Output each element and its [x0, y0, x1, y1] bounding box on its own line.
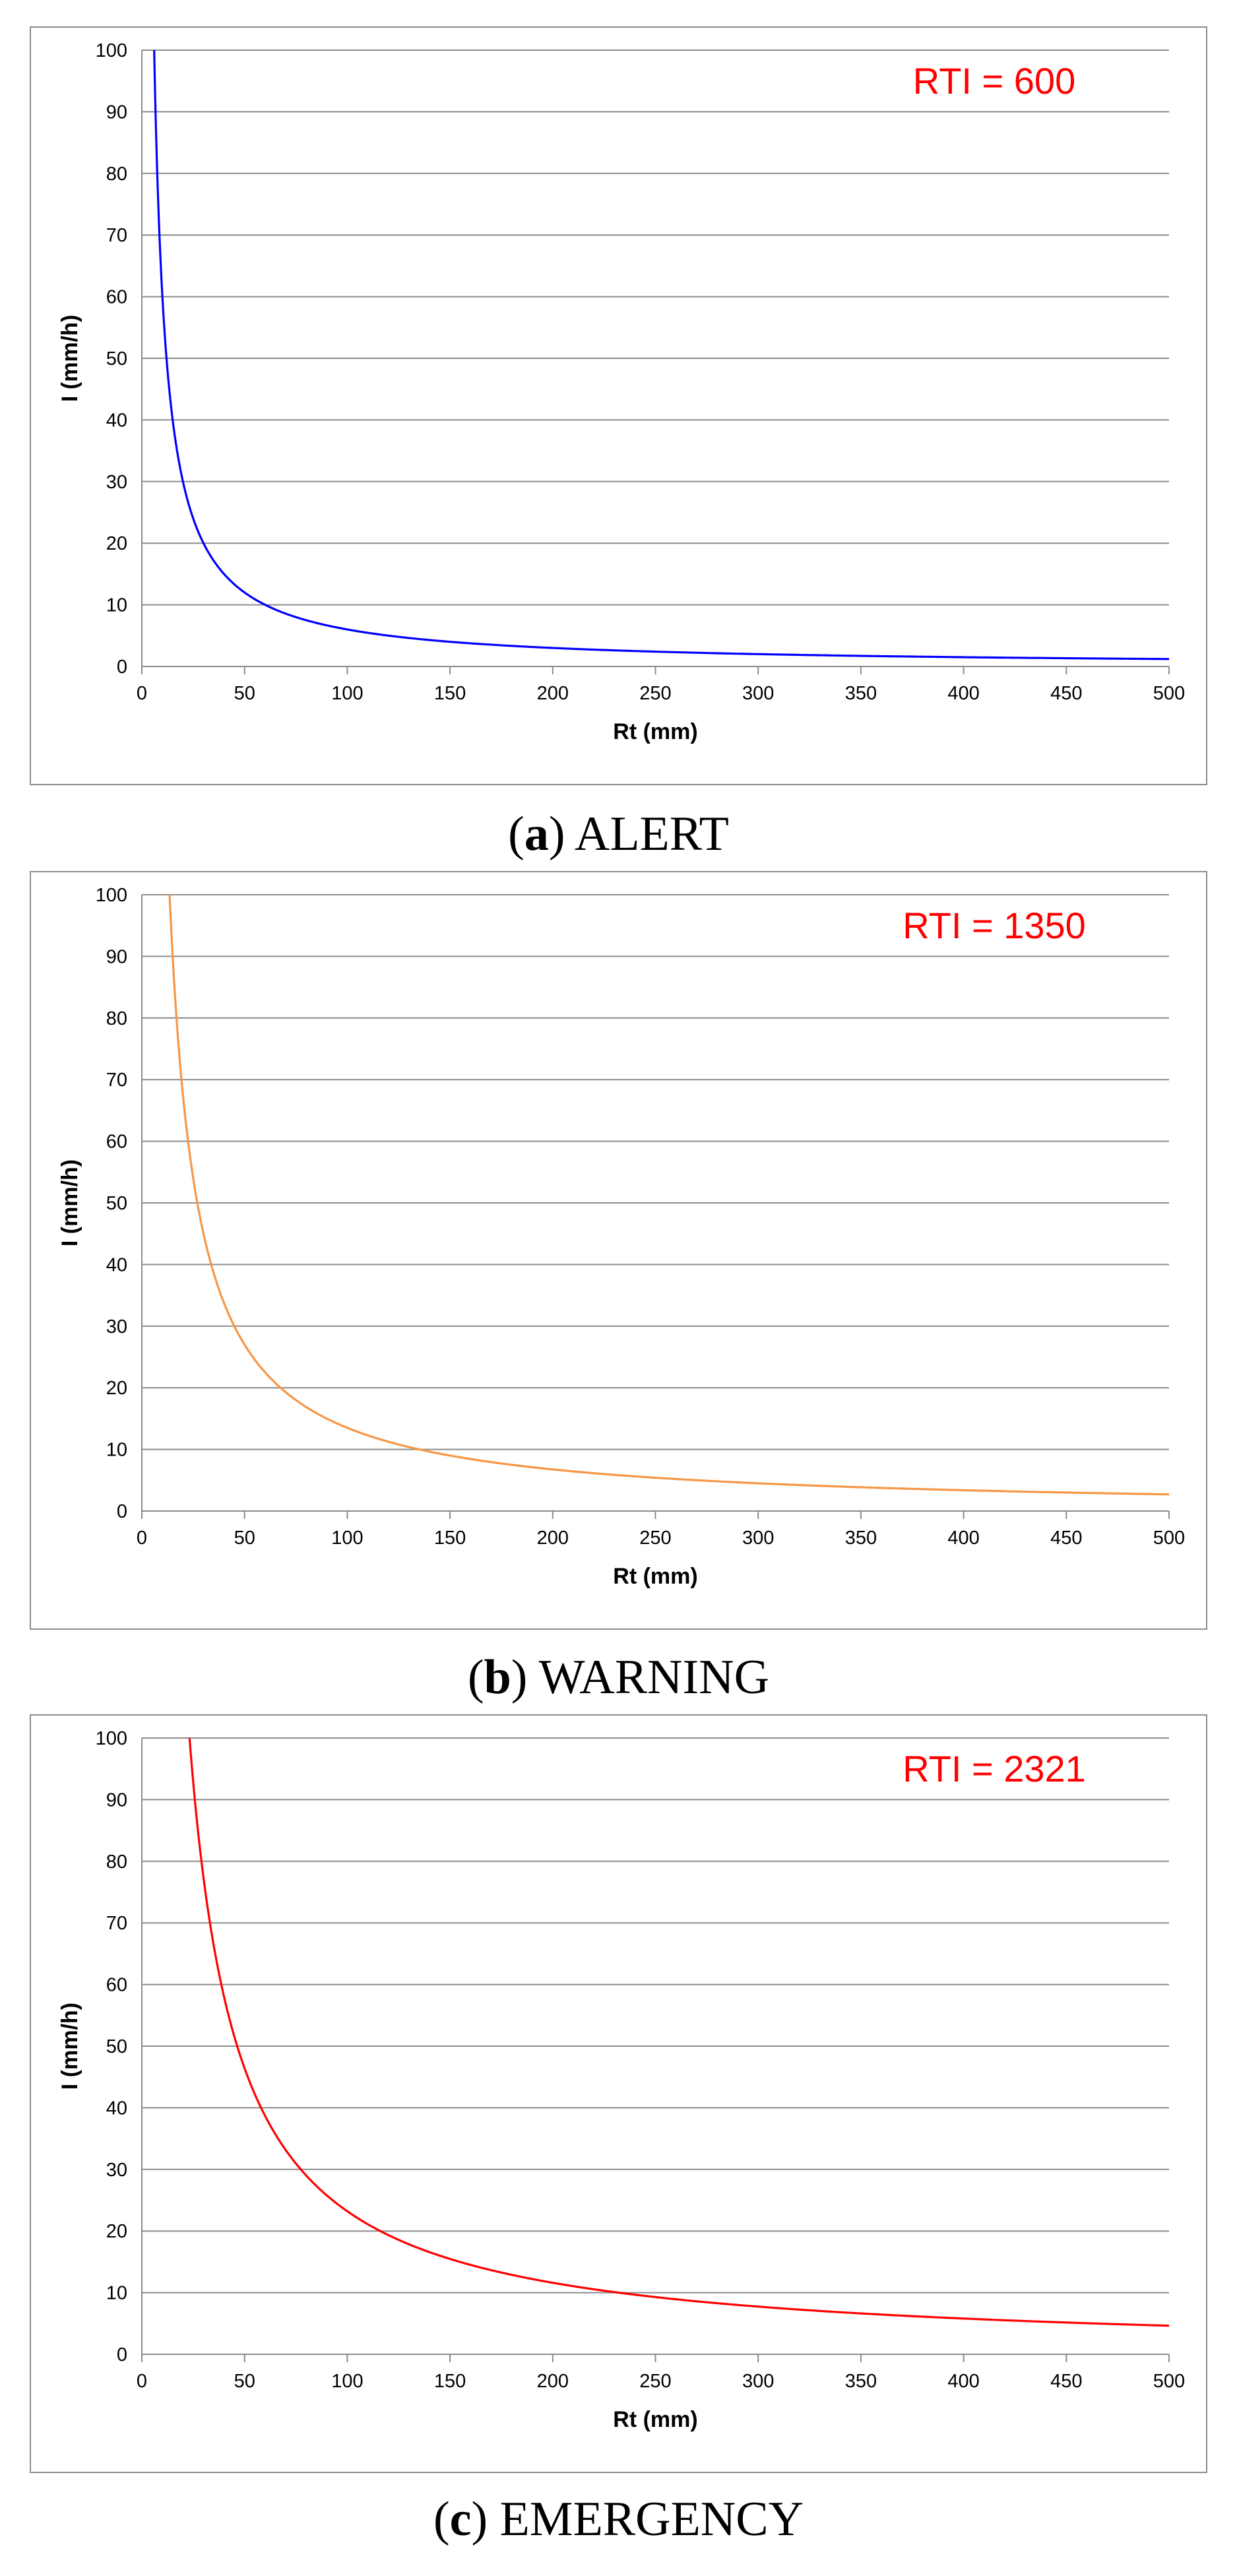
x-tick-label-c-100: 100: [331, 2371, 363, 2392]
series-line-a-0: [153, 49, 1170, 660]
x-tick-label-c-400: 400: [947, 2371, 979, 2392]
y-tick-label-b-100: 100: [96, 885, 127, 906]
x-axis-label-c: Rt (mm): [613, 2407, 697, 2432]
y-tick-label-b-60: 60: [106, 1132, 127, 1153]
x-tick-label-a-50: 50: [234, 683, 255, 704]
x-axis-label-b: Rt (mm): [613, 1564, 697, 1589]
x-tick-label-c-500: 500: [1153, 2371, 1185, 2392]
y-tick-label-c-90: 90: [106, 1789, 127, 1811]
y-tick-label-c-80: 80: [106, 1852, 127, 1873]
x-axis-label-a: Rt (mm): [613, 719, 697, 744]
y-tick-label-c-10: 10: [106, 2283, 127, 2304]
y-tick-label-c-20: 20: [106, 2221, 127, 2242]
y-axis-label-a: I (mm/h): [57, 315, 82, 402]
x-tick-label-c-200: 200: [537, 2371, 569, 2392]
y-tick-label-a-70: 70: [106, 225, 127, 246]
x-tick-label-c-350: 350: [845, 2371, 877, 2392]
caption-text-c: EMERGENCY: [499, 2492, 804, 2546]
y-axis-label-b: I (mm/h): [57, 1159, 82, 1246]
y-tick-label-a-30: 30: [106, 472, 127, 493]
x-tick-label-b-300: 300: [742, 1528, 774, 1549]
y-tick-label-a-40: 40: [106, 410, 127, 431]
x-tick-label-a-200: 200: [537, 683, 569, 704]
series-line-b-0: [168, 894, 1170, 1496]
caption-b: (b) WARNING: [467, 1650, 770, 1704]
y-tick-label-a-100: 100: [96, 40, 127, 61]
chart-a: 0 10 20 30 40 50 60 70 80 90 100 0 50 100 150 200 250 300…: [30, 26, 1207, 785]
x-tick-label-b-450: 450: [1050, 1528, 1082, 1549]
y-tick-label-b-50: 50: [106, 1193, 127, 1214]
x-tick-label-c-250: 250: [639, 2371, 671, 2392]
y-tick-label-c-0: 0: [117, 2344, 127, 2366]
x-tick-label-b-0: 0: [137, 1528, 147, 1549]
x-tick-label-b-250: 250: [639, 1528, 671, 1549]
x-tick-label-c-450: 450: [1050, 2371, 1082, 2392]
caption-text-a: ALERT: [574, 807, 729, 861]
caption-c: (c) EMERGENCY: [433, 2492, 804, 2546]
chart-c-svg: 0 10 20 30 40 50 60 70 80 90 100 0 50 100 150 200 250 300…: [57, 1728, 1185, 2432]
x-tick-label-c-150: 150: [434, 2371, 466, 2392]
y-tick-label-c-30: 30: [106, 2160, 127, 2181]
caption-text-b: WARNING: [538, 1650, 770, 1704]
chart-a-svg: 0 10 20 30 40 50 60 70 80 90 100 0 50 100 150 200 250 300…: [57, 40, 1185, 744]
x-tick-label-c-0: 0: [137, 2371, 147, 2392]
y-tick-label-b-90: 90: [106, 946, 127, 967]
x-tick-label-b-50: 50: [234, 1528, 255, 1549]
y-tick-label-a-90: 90: [106, 102, 127, 123]
x-tick-label-b-150: 150: [434, 1528, 466, 1549]
y-tick-label-a-0: 0: [117, 657, 127, 678]
caption-letter-a: a: [524, 807, 549, 861]
chart-b: 0 10 20 30 40 50 60 70 80 90 100 0 50 100 150 200 250 300…: [30, 871, 1207, 1630]
x-tick-label-a-150: 150: [434, 683, 466, 704]
x-tick-label-c-300: 300: [742, 2371, 774, 2392]
x-tick-label-a-400: 400: [947, 683, 979, 704]
y-tick-label-b-30: 30: [106, 1316, 127, 1337]
series-line-c-0: [188, 1737, 1170, 2327]
y-tick-label-b-40: 40: [106, 1254, 127, 1275]
y-tick-label-c-100: 100: [96, 1728, 127, 1749]
chart-c: 0 10 20 30 40 50 60 70 80 90 100 0 50 100 150 200 250 300…: [30, 1714, 1207, 2473]
y-tick-label-a-20: 20: [106, 533, 127, 554]
x-tick-label-a-0: 0: [137, 683, 147, 704]
rti-annotation-b: RTI = 1350: [903, 905, 1086, 946]
y-tick-label-c-60: 60: [106, 1975, 127, 1996]
caption-letter-b: b: [484, 1650, 511, 1704]
y-tick-label-a-60: 60: [106, 287, 127, 308]
y-tick-label-a-80: 80: [106, 164, 127, 185]
x-tick-label-b-500: 500: [1153, 1528, 1185, 1549]
x-tick-label-a-500: 500: [1153, 683, 1185, 704]
x-tick-label-b-200: 200: [537, 1528, 569, 1549]
y-tick-label-a-50: 50: [106, 348, 127, 370]
x-tick-label-a-350: 350: [845, 683, 877, 704]
y-tick-label-b-20: 20: [106, 1378, 127, 1399]
y-tick-label-c-70: 70: [106, 1913, 127, 1934]
y-tick-label-b-0: 0: [117, 1501, 127, 1522]
y-tick-label-b-70: 70: [106, 1070, 127, 1091]
y-tick-label-b-80: 80: [106, 1008, 127, 1029]
rti-annotation-c: RTI = 2321: [903, 1748, 1086, 1789]
y-tick-label-b-10: 10: [106, 1440, 127, 1461]
x-tick-label-c-50: 50: [234, 2371, 255, 2392]
y-tick-label-c-40: 40: [106, 2098, 127, 2119]
x-tick-label-b-100: 100: [331, 1528, 363, 1549]
chart-b-svg: 0 10 20 30 40 50 60 70 80 90 100 0 50 100 150 200 250 300…: [57, 885, 1185, 1589]
x-tick-label-a-250: 250: [639, 683, 671, 704]
x-tick-label-b-400: 400: [947, 1528, 979, 1549]
x-tick-label-a-450: 450: [1050, 683, 1082, 704]
y-axis-label-c: I (mm/h): [57, 2003, 82, 2090]
x-tick-label-a-300: 300: [742, 683, 774, 704]
y-tick-label-a-10: 10: [106, 595, 127, 616]
rti-annotation-a: RTI = 600: [913, 60, 1075, 102]
y-tick-label-c-50: 50: [106, 2036, 127, 2057]
caption-a: (a) ALERT: [508, 807, 729, 861]
caption-letter-c: c: [449, 2492, 472, 2546]
x-tick-label-a-100: 100: [331, 683, 363, 704]
x-tick-label-b-350: 350: [845, 1528, 877, 1549]
